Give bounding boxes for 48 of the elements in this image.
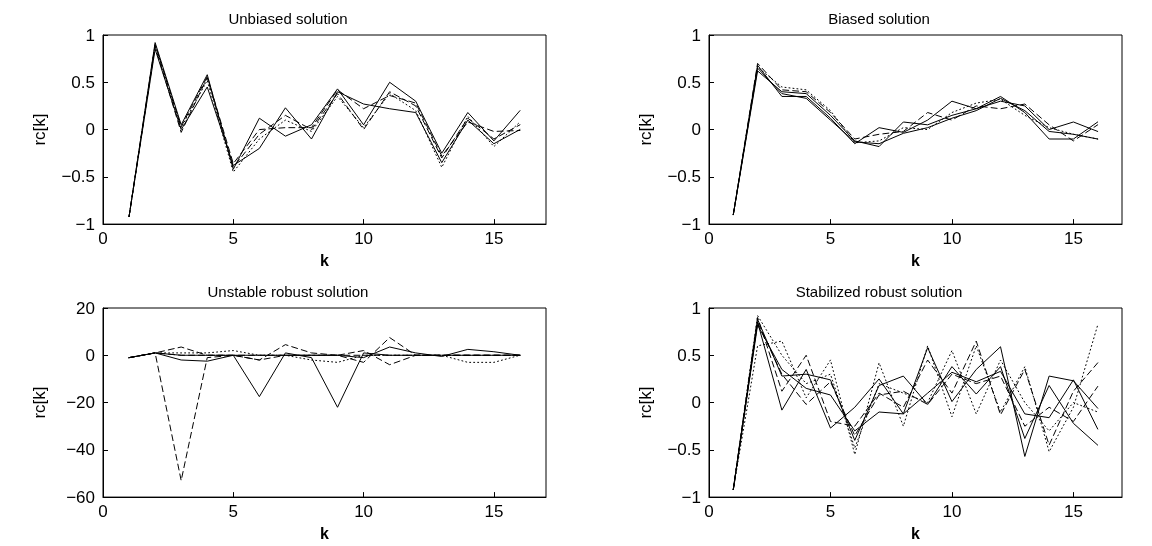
x-axis-title: k <box>320 524 330 542</box>
y-tick-label: 0 <box>691 393 701 413</box>
x-tick-label: 5 <box>825 229 836 249</box>
chart-title: Stabilized robust solution <box>795 283 963 300</box>
chart-title: Unstable robust solution <box>207 283 369 300</box>
x-axis-title: k <box>911 524 921 542</box>
x-axis-title: k <box>911 251 921 269</box>
chart-title: Unbiased solution <box>228 10 348 27</box>
x-tick-label: 15 <box>1063 229 1083 249</box>
y-tick-label: 0.5 <box>677 72 701 92</box>
chart-title: Biased solution <box>828 10 930 27</box>
x-tick-label: 0 <box>98 502 108 522</box>
y-tick-label: 20 <box>76 298 95 318</box>
y-tick-label: 1 <box>691 25 701 45</box>
x-tick-label: 15 <box>484 502 504 522</box>
x-tick-label: 15 <box>1063 502 1083 522</box>
y-tick-label: −0.5 <box>667 440 701 460</box>
y-tick-label: −1 <box>681 214 701 234</box>
x-tick-label: 0 <box>704 229 714 249</box>
x-tick-label: 0 <box>98 229 108 249</box>
y-tick-label: 0 <box>691 120 701 140</box>
x-tick-label: 15 <box>484 229 504 249</box>
y-axis-title: rc[k] <box>30 386 49 419</box>
x-tick-label: 10 <box>354 502 374 522</box>
x-tick-label: 10 <box>942 229 962 249</box>
y-tick-label: −40 <box>66 440 95 460</box>
y-tick-label: −60 <box>66 487 95 507</box>
x-tick-label: 5 <box>825 502 836 522</box>
y-tick-label: 1 <box>85 25 95 45</box>
y-tick-label: 0 <box>85 120 95 140</box>
y-tick-label: −1 <box>681 487 701 507</box>
y-axis-title: rc[k] <box>636 113 655 146</box>
x-tick-label: 10 <box>942 502 962 522</box>
y-axis-title: rc[k] <box>30 113 49 146</box>
x-tick-label: 5 <box>228 502 239 522</box>
y-tick-label: −20 <box>66 393 95 413</box>
x-axis-title: k <box>320 251 330 269</box>
y-tick-label: 1 <box>691 298 701 318</box>
y-tick-label: 0.5 <box>71 72 95 92</box>
y-tick-label: −0.5 <box>61 167 95 187</box>
y-tick-label: −1 <box>75 214 95 234</box>
x-tick-label: 10 <box>354 229 374 249</box>
y-tick-label: 0 <box>85 345 95 365</box>
y-tick-label: 0.5 <box>677 345 701 365</box>
y-axis-title: rc[k] <box>636 386 655 419</box>
x-tick-label: 5 <box>228 229 239 249</box>
y-tick-label: −0.5 <box>667 167 701 187</box>
x-tick-label: 0 <box>704 502 714 522</box>
